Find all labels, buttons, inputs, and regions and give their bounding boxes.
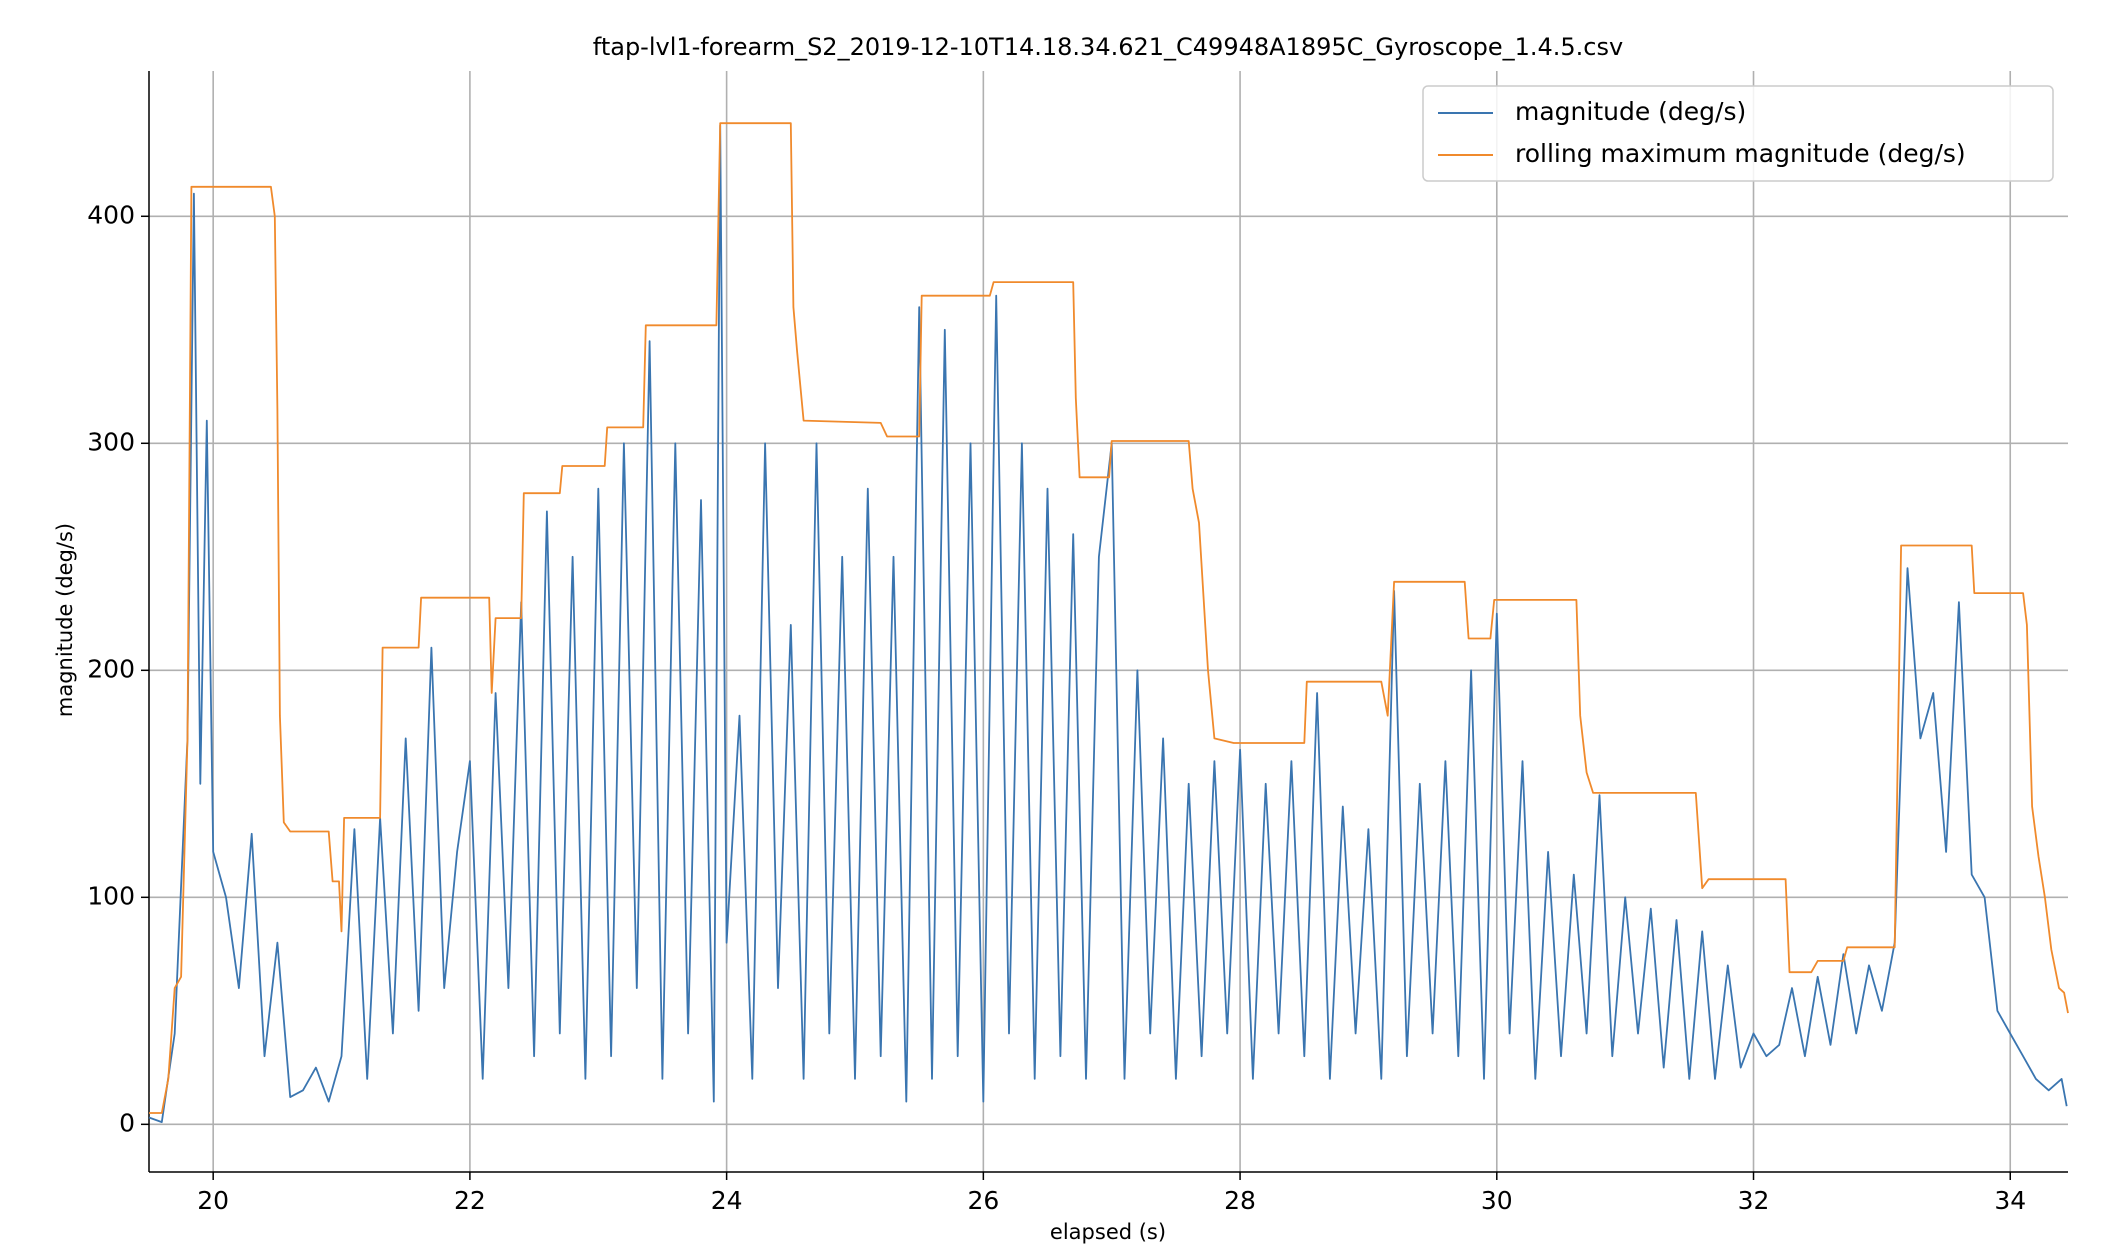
- y-tick-label: 100: [87, 881, 135, 910]
- x-tick-label: 26: [967, 1186, 999, 1215]
- x-axis-label: elapsed (s): [1050, 1220, 1166, 1244]
- legend-label: magnitude (deg/s): [1515, 97, 1746, 126]
- x-tick-label: 20: [197, 1186, 229, 1215]
- x-tick-label: 32: [1738, 1186, 1770, 1215]
- y-axis-label: magnitude (deg/s): [53, 523, 77, 717]
- y-tick-label: 200: [87, 654, 135, 683]
- y-tick-label: 300: [87, 427, 135, 456]
- data-line: [148, 124, 2068, 1123]
- data-line: [149, 122, 2069, 1114]
- y-tick-label: 0: [119, 1108, 135, 1137]
- x-tick-label: 22: [454, 1186, 486, 1215]
- x-tick-label: 28: [1224, 1186, 1256, 1215]
- legend-label: rolling maximum magnitude (deg/s): [1515, 139, 1966, 168]
- x-tick-label: 34: [1994, 1186, 2026, 1215]
- y-tick-label: 400: [87, 200, 135, 229]
- x-tick-label: 30: [1481, 1186, 1513, 1215]
- x-tick-label: 24: [711, 1186, 743, 1215]
- chart-title: ftap-lvl1-forearm_S2_2019-12-10T14.18.34…: [593, 33, 1623, 61]
- legend-box: [1422, 85, 2054, 182]
